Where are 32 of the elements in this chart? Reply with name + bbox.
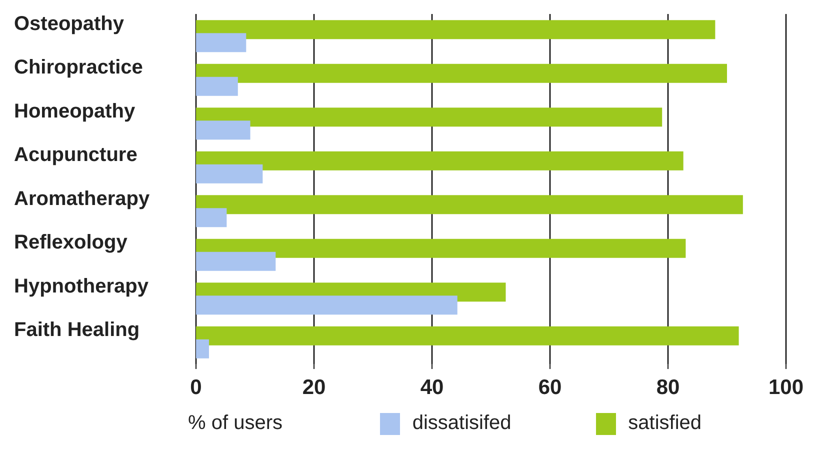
y-tick-label: Reflexology — [14, 232, 128, 254]
x-tick-label: 100 — [768, 376, 804, 399]
x-tick-label: 80 — [656, 376, 680, 399]
bar — [196, 339, 209, 358]
y-tick-label: Homeopathy — [14, 100, 136, 122]
y-tick-label: Hypnotherapy — [14, 275, 150, 298]
x-tick-label: 0 — [190, 376, 202, 399]
bar — [196, 33, 246, 52]
bar — [196, 76, 238, 96]
x-tick-label: 60 — [538, 376, 562, 399]
bar — [196, 64, 727, 83]
bar — [196, 151, 684, 170]
bar — [196, 252, 276, 271]
bar — [196, 195, 743, 214]
y-tick-label: Chiropractice — [14, 56, 143, 79]
bar — [196, 108, 662, 127]
bar — [196, 238, 686, 258]
bar — [196, 164, 263, 184]
legend-label: satisfied — [627, 412, 703, 435]
bar — [196, 326, 739, 346]
bar — [196, 208, 227, 228]
y-tick-label: Aromatherapy — [14, 188, 150, 210]
bar — [196, 120, 250, 140]
bar — [196, 20, 716, 40]
y-tick-label: Faith Healing — [14, 319, 140, 342]
bar — [196, 296, 458, 315]
y-tick-label: Osteopathy — [14, 12, 125, 35]
x-tick-label: 40 — [420, 376, 444, 399]
legend-label: dissatisifed — [411, 412, 512, 435]
x-tick-label: 20 — [302, 376, 326, 399]
y-tick-label: Acupuncture — [14, 144, 138, 166]
x-axis-title: % of users — [188, 412, 284, 435]
